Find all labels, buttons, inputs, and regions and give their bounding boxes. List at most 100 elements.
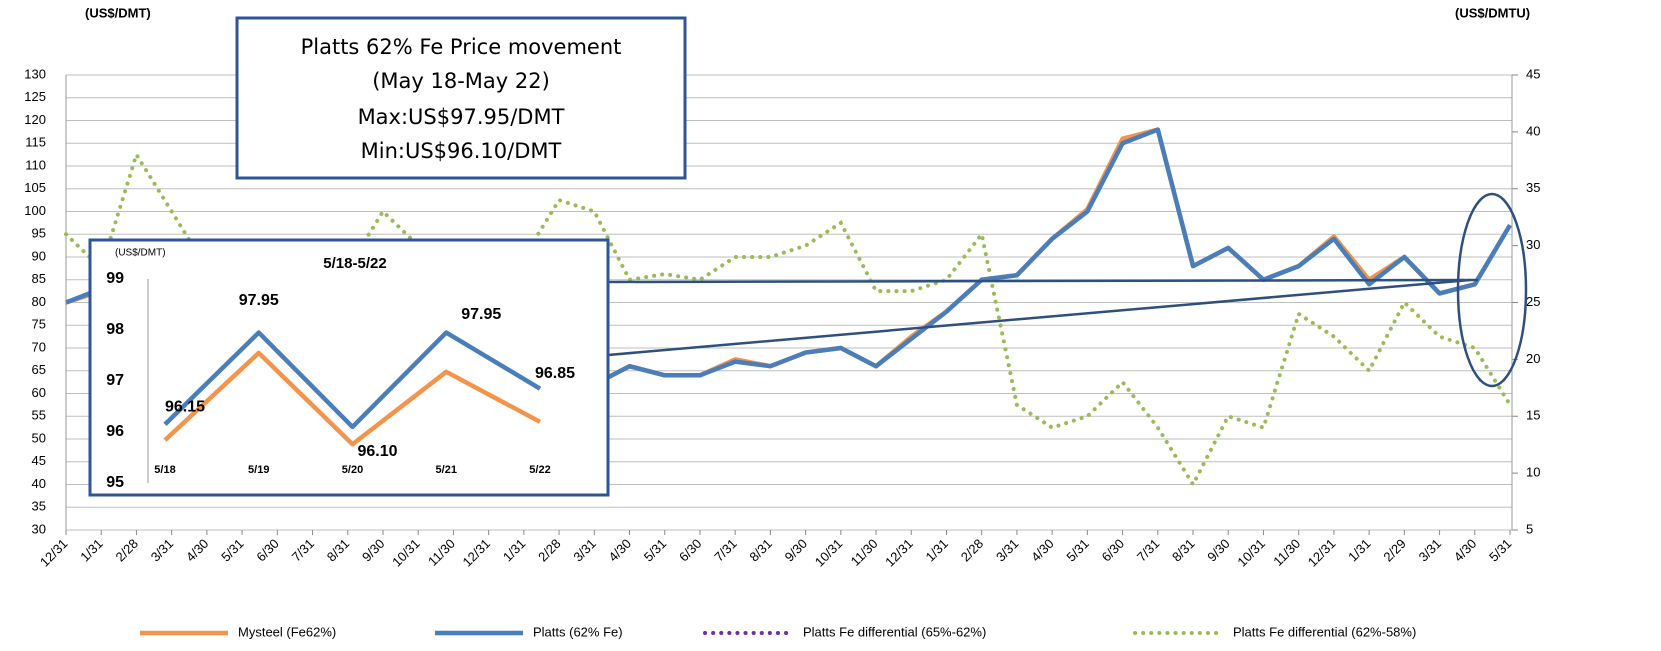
highlight-ellipse (1456, 192, 1528, 388)
annotation-box (235, 16, 687, 180)
y-tick-label: 30 (32, 521, 46, 536)
data-label: 96.15 (165, 399, 205, 416)
x-tick-label: 3/31 (148, 536, 177, 565)
series-line (163, 330, 542, 430)
y-tick-label: 60 (32, 385, 46, 400)
y2-tick-label: 10 (1526, 465, 1540, 480)
x-tick-label: 12/31 (37, 536, 71, 570)
inset-title: 5/18-5/22 (323, 255, 386, 272)
x-tick-label: 1/31 (500, 536, 529, 565)
connector (607, 278, 1479, 284)
x-tick-label: 5/31 (1063, 536, 1092, 565)
x-tick-label: 2/28 (958, 536, 987, 565)
legend-label: Platts (62% Fe) (533, 624, 623, 639)
x-tick-label: 5/18 (154, 464, 175, 476)
x-tick-label: 2/29 (1380, 536, 1409, 565)
y-tick-label: 120 (24, 112, 46, 127)
x-tick-label: 3/31 (993, 536, 1022, 565)
x-tick-label: 3/31 (1416, 536, 1445, 565)
legend-label: Platts Fe differential (65%-62%) (803, 624, 986, 639)
x-tick-label: 9/30 (359, 536, 388, 565)
y-tick-label: 115 (25, 135, 46, 150)
x-tick-label: 5/21 (436, 464, 457, 476)
y-tick-label: 98 (106, 321, 124, 338)
y2-tick-label: 45 (1526, 66, 1540, 81)
annotation: Max:US$97.95/DMT (358, 105, 565, 129)
x-tick-label: 5/31 (641, 536, 670, 565)
inset-chart: 95 96 97 98 99 5/18 5/19 5/20 5/21 5/22 96.15 97.95… (106, 270, 575, 491)
y-tick-label: 75 (32, 317, 46, 332)
x-tick-label: 4/30 (606, 536, 635, 565)
legend: Mysteel (Fe62%) Platts (62% Fe) Platts Fe … (140, 624, 1416, 639)
y2-tick-label: 30 (1526, 237, 1540, 252)
x-tick-label: 2/28 (535, 536, 564, 565)
x-tick-label: 6/30 (1099, 536, 1128, 565)
y2-tick-label: 35 (1526, 180, 1540, 195)
y-tick-label: 95 (106, 474, 124, 491)
y2-tick-label: 5 (1526, 521, 1533, 536)
y-tick-label: 96 (106, 423, 124, 440)
x-tick-label: 5/19 (248, 464, 269, 476)
y-tick-label: 99 (106, 270, 124, 287)
x-tick-label: 7/31 (1134, 536, 1163, 565)
legend-label: Mysteel (Fe62%) (238, 624, 336, 639)
data-label: 97.95 (239, 292, 279, 309)
x-tick-label: 5/20 (342, 464, 363, 476)
y-tick-label: 35 (32, 499, 46, 514)
x-tick-label: 10/31 (389, 536, 423, 570)
y-tick-label: 90 (32, 248, 46, 263)
y2-tick-label: 20 (1526, 351, 1540, 366)
x-tick-label: 1/31 (77, 536, 106, 565)
x-tick-label: 8/31 (324, 536, 353, 565)
connector (607, 278, 1471, 357)
x-tick-label: 7/31 (711, 536, 740, 565)
y-tick-label: 85 (32, 271, 46, 286)
x-tick-label: 1/31 (1345, 536, 1374, 565)
x-tick-label: 5/31 (218, 536, 247, 565)
x-tick-label: 4/30 (1451, 536, 1480, 565)
annotation: Platts 62% Fe Price movement (301, 35, 622, 59)
x-tick-label: 6/30 (253, 536, 282, 565)
x-tick-label: 7/31 (289, 536, 318, 565)
x-tick-label: 8/31 (746, 536, 775, 565)
x-tick-label: 1/31 (923, 536, 952, 565)
x-tick-label: 6/30 (676, 536, 705, 565)
y2-tick-label: 40 (1526, 123, 1540, 138)
x-tick-label: 11/30 (425, 536, 458, 569)
x-tick-label: 12/31 (460, 536, 494, 570)
x-tick-label: 3/31 (570, 536, 599, 565)
x-tick-label: 8/31 (1169, 536, 1198, 565)
legend-label: Platts Fe differential (62%-58%) (1233, 624, 1416, 639)
data-label: 97.95 (461, 306, 501, 323)
series-line (163, 350, 542, 447)
y-tick-label: 50 (32, 430, 46, 445)
x-tick-label: 9/30 (782, 536, 811, 565)
y-tick-label: 105 (24, 180, 46, 195)
inset-frame (88, 238, 610, 497)
y-tick-label: 95 (32, 226, 46, 241)
x-tick-label: 5/31 (1486, 536, 1515, 565)
y2-axis-label: (US$/DMTU) (1455, 5, 1530, 20)
y-tick-label: 110 (25, 157, 46, 172)
x-tick-label: 9/30 (1204, 536, 1233, 565)
y-tick-label: 100 (24, 203, 46, 218)
y2-tick-label: 15 (1526, 408, 1540, 423)
y-tick-label: 55 (32, 408, 46, 423)
annotation: (May 18-May 22) (372, 69, 550, 93)
x-tick-label: 10/31 (812, 536, 846, 570)
x-tick-label: 2/28 (112, 536, 141, 565)
x-tick-label: 11/30 (1270, 536, 1303, 569)
y-tick-label: 45 (32, 453, 46, 468)
x-tick-label: 10/31 (1234, 536, 1268, 570)
data-label: 96.10 (357, 443, 397, 460)
y-tick-label: 130 (24, 66, 46, 81)
y-tick-label: 125 (24, 89, 46, 104)
y-tick-label: 40 (32, 476, 46, 491)
x-tick-label: 11/30 (848, 536, 881, 569)
inset-y-label: (US$/DMT) (115, 248, 166, 259)
y2-tick-label: 25 (1526, 294, 1540, 309)
x-tick-label: 4/30 (1028, 536, 1057, 565)
y-tick-label: 97 (106, 372, 124, 389)
annotation: Min:US$96.10/DMT (361, 139, 562, 163)
